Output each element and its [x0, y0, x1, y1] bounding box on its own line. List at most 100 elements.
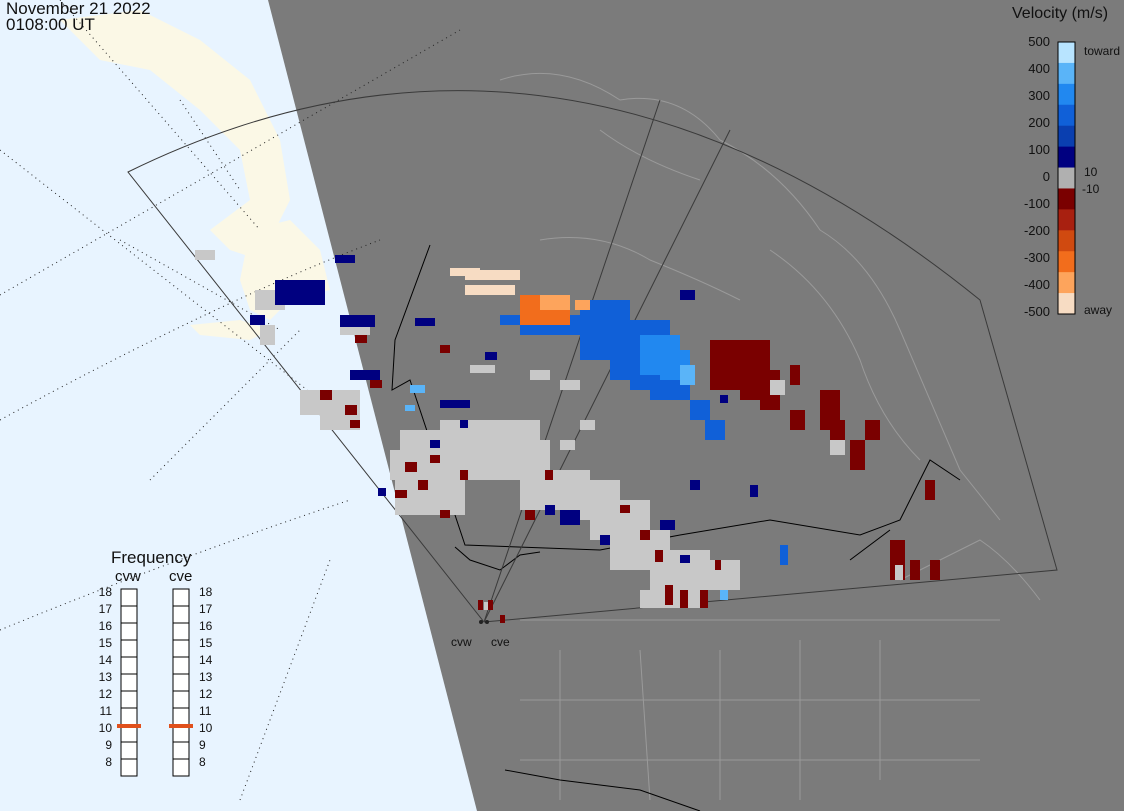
echo-cell	[560, 510, 580, 525]
radar-site-cvw	[479, 620, 483, 624]
echo-cell	[925, 480, 935, 500]
country-outlines	[499, 72, 1041, 801]
echo-cell	[345, 405, 357, 415]
echo-cell	[250, 315, 265, 325]
frequency-number-cve: 10	[199, 721, 213, 735]
radar-label-cve: cve	[169, 568, 193, 585]
echo-cell	[660, 520, 675, 530]
echo-cell	[720, 395, 728, 403]
echo-cell	[350, 420, 360, 428]
echo-cell	[770, 380, 785, 395]
echo-cell	[320, 390, 332, 400]
frequency-number-cvw: 12	[98, 687, 112, 701]
site-label-cve: cve	[491, 635, 510, 649]
colorbar-segment	[1058, 62, 1075, 85]
frequency-number-cve: 9	[199, 738, 206, 752]
frequency-cell	[120, 707, 138, 726]
echo-cell	[465, 285, 515, 295]
echo-cell	[525, 510, 535, 520]
echo-cell	[575, 300, 590, 310]
echo-cell	[690, 400, 710, 420]
frequency-number-cve: 15	[199, 636, 213, 650]
echo-cell	[275, 280, 325, 305]
echo-cell	[465, 270, 520, 280]
echo-cell	[415, 318, 435, 326]
echo-cell	[705, 420, 725, 440]
echo-cell	[930, 560, 940, 580]
echo-cell	[545, 505, 555, 515]
colorbar-segment	[1058, 251, 1075, 273]
frequency-number-cve: 14	[199, 653, 213, 667]
echo-cell	[405, 462, 417, 472]
frequency-number-cve: 16	[199, 619, 213, 633]
colorbar-segment	[1058, 104, 1075, 127]
colorbar-tick: 10	[1084, 165, 1098, 179]
echo-cell	[560, 440, 575, 450]
echo-cell	[545, 470, 553, 480]
echo-cell	[260, 325, 275, 345]
colorbar-tick: -10	[1082, 182, 1100, 196]
echo-cell	[830, 440, 845, 455]
echo-cell	[665, 585, 673, 605]
colorbar-tick: -400	[1023, 277, 1050, 292]
echo-cell	[540, 295, 570, 310]
colorbar-tick: 300	[1028, 88, 1050, 103]
frequency-marker	[117, 724, 141, 728]
echo-cell	[355, 335, 367, 343]
radar-site-cve	[485, 620, 489, 624]
frequency-cell	[172, 673, 190, 692]
colorbar-tick: 0	[1042, 169, 1050, 184]
echo-cell	[350, 370, 380, 380]
colorbar-tick: 100	[1028, 142, 1050, 157]
frequency-scales	[117, 588, 193, 777]
echo-cell	[430, 455, 440, 463]
frequency-cell	[172, 622, 190, 641]
echo-cell	[440, 510, 450, 518]
echo-cell	[440, 345, 450, 353]
echo-cell	[910, 560, 920, 580]
frequency-cell	[120, 622, 138, 641]
frequency-number-cve: 13	[199, 670, 213, 684]
frequency-cell	[172, 758, 190, 777]
echo-cell	[440, 400, 470, 408]
toward-label: toward	[1084, 44, 1121, 58]
colorbar-tick: 400	[1028, 61, 1050, 76]
colorbar-segment	[1058, 125, 1075, 148]
echo-cell	[460, 420, 468, 428]
echo-cell	[715, 560, 721, 570]
frequency-cell	[120, 605, 138, 624]
echo-cell	[680, 555, 690, 563]
radar-label-cvw: cvw	[115, 568, 141, 585]
frequency-number-cve: 12	[199, 687, 213, 701]
echo-cell	[750, 485, 758, 497]
colorbar-frame	[1057, 41, 1076, 315]
frequency-marker	[169, 724, 193, 728]
echo-cell	[530, 370, 550, 380]
frequency-cell	[120, 741, 138, 760]
echo-cell	[655, 550, 663, 562]
frequency-cell	[172, 588, 190, 607]
echo-cell	[470, 365, 495, 373]
echo-cell	[690, 480, 700, 490]
radar-fov	[127, 90, 1058, 623]
frequency-number-cve: 11	[199, 704, 212, 718]
echo-cell	[405, 405, 415, 411]
colorbar-tick: -500	[1023, 304, 1050, 319]
frequency-cell	[172, 690, 190, 709]
echo-cell	[600, 535, 610, 545]
border-lines	[391, 244, 961, 811]
colorbar-segment	[1058, 293, 1075, 315]
frequency-number-cvw: 14	[98, 653, 112, 667]
away-label: away	[1084, 303, 1113, 317]
frequency-number-cvw: 17	[98, 602, 112, 616]
echo-cell	[680, 365, 695, 385]
echo-cell	[680, 590, 688, 608]
frequency-cell	[120, 588, 138, 607]
frequency-number-cvw: 10	[98, 721, 112, 735]
echo-cell	[430, 440, 440, 448]
echo-cell	[580, 420, 595, 430]
echo-cell	[340, 315, 375, 327]
colorbar-segment	[1058, 209, 1075, 231]
colorbar-tick: -300	[1023, 250, 1050, 265]
